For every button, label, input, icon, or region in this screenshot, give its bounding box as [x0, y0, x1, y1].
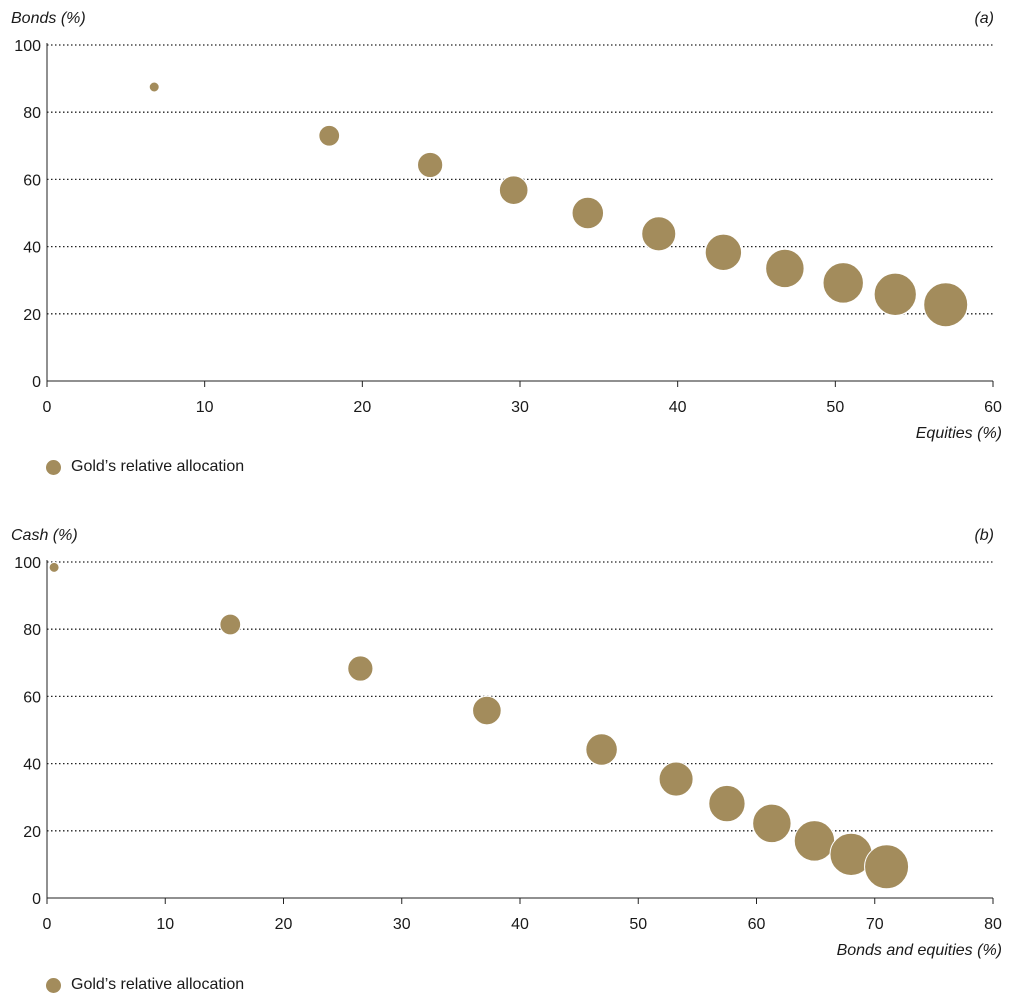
bubble-point	[704, 233, 743, 271]
bubble-point	[347, 655, 374, 682]
x-tick-label: 50	[629, 916, 647, 933]
y-tick-label: 0	[32, 374, 41, 391]
x-axis-title: Equities (%)	[916, 425, 1002, 442]
panel-label: (b)	[974, 527, 994, 544]
bubble-point	[148, 81, 160, 93]
bubble-point	[472, 695, 502, 726]
legend-label: Gold’s relative allocation	[71, 976, 245, 993]
x-tick-label: 30	[511, 399, 529, 416]
bubble-chart-b: Cash (%) (b) 0 20 40 60 80 100 0 10 20 30 40 50 60 70 80…	[11, 527, 1002, 959]
x-tick-label: 30	[393, 916, 411, 933]
y-tick-label: 20	[23, 824, 41, 841]
legend-swatch-icon	[46, 459, 61, 475]
y-tick-label: 40	[23, 240, 41, 257]
x-tick-label: 60	[984, 399, 1002, 416]
bubble-point	[765, 248, 805, 289]
y-tick-label: 100	[14, 38, 41, 55]
legend-b: Gold’s relative allocation	[46, 976, 244, 994]
x-tick-label: 60	[748, 916, 766, 933]
x-tick-label: 0	[43, 916, 52, 933]
bubble-point	[793, 820, 836, 862]
x-tick-label: 70	[866, 916, 884, 933]
y-tick-label: 80	[23, 622, 41, 639]
bubble-point	[417, 151, 444, 179]
legend-label: Gold’s relative allocation	[71, 458, 245, 475]
bubble-point	[571, 196, 605, 230]
bubble-point	[864, 844, 910, 890]
y-tick-label: 20	[23, 307, 41, 324]
x-tick-label: 80	[984, 916, 1002, 933]
x-axis-title: Bonds and equities (%)	[837, 942, 1002, 959]
x-tick-label: 20	[353, 399, 371, 416]
x-tick-label: 20	[275, 916, 293, 933]
legend-a: Gold’s relative allocation	[46, 458, 244, 476]
bubble-point	[48, 561, 60, 573]
y-tick-label: 100	[14, 555, 41, 572]
legend-swatch-icon	[46, 977, 61, 993]
bubble-chart-a: Bonds (%) (a) 0 20 40 60 80 100 0 10 20 30 40 50 60 Equ…	[11, 10, 1002, 442]
y-axis-title: Cash (%)	[11, 527, 78, 544]
chart-panel-b: Cash (%) (b) 0 20 40 60 80 100 0 10 20 30 40 50 60 70 80…	[0, 517, 1012, 995]
y-tick-label: 60	[23, 172, 41, 189]
x-tick-label: 50	[826, 399, 844, 416]
x-tick-label: 40	[511, 916, 529, 933]
bubble-point	[752, 803, 792, 844]
x-tick-label: 0	[43, 399, 52, 416]
y-tick-label: 60	[23, 689, 41, 706]
panel-label: (a)	[974, 10, 994, 27]
bubble-point	[708, 784, 746, 823]
bubble-point	[873, 272, 917, 316]
bubble-point	[923, 282, 969, 328]
bubble-point	[498, 175, 529, 205]
bubble-point	[658, 761, 694, 797]
bubble-point	[585, 733, 618, 766]
y-axis-title: Bonds (%)	[11, 10, 86, 27]
x-tick-label: 40	[669, 399, 687, 416]
y-tick-label: 40	[23, 757, 41, 774]
y-tick-label: 80	[23, 105, 41, 122]
bubble-point	[641, 216, 677, 252]
bubble-point	[318, 124, 341, 147]
x-tick-label: 10	[156, 916, 174, 933]
chart-panel-a: Bonds (%) (a) 0 20 40 60 80 100 0 10 20 30 40 50 60 Equ…	[11, 10, 1002, 476]
x-tick-label: 10	[196, 399, 214, 416]
bubble-point	[219, 613, 242, 636]
bubble-point	[822, 262, 864, 304]
y-tick-label: 0	[32, 891, 41, 908]
